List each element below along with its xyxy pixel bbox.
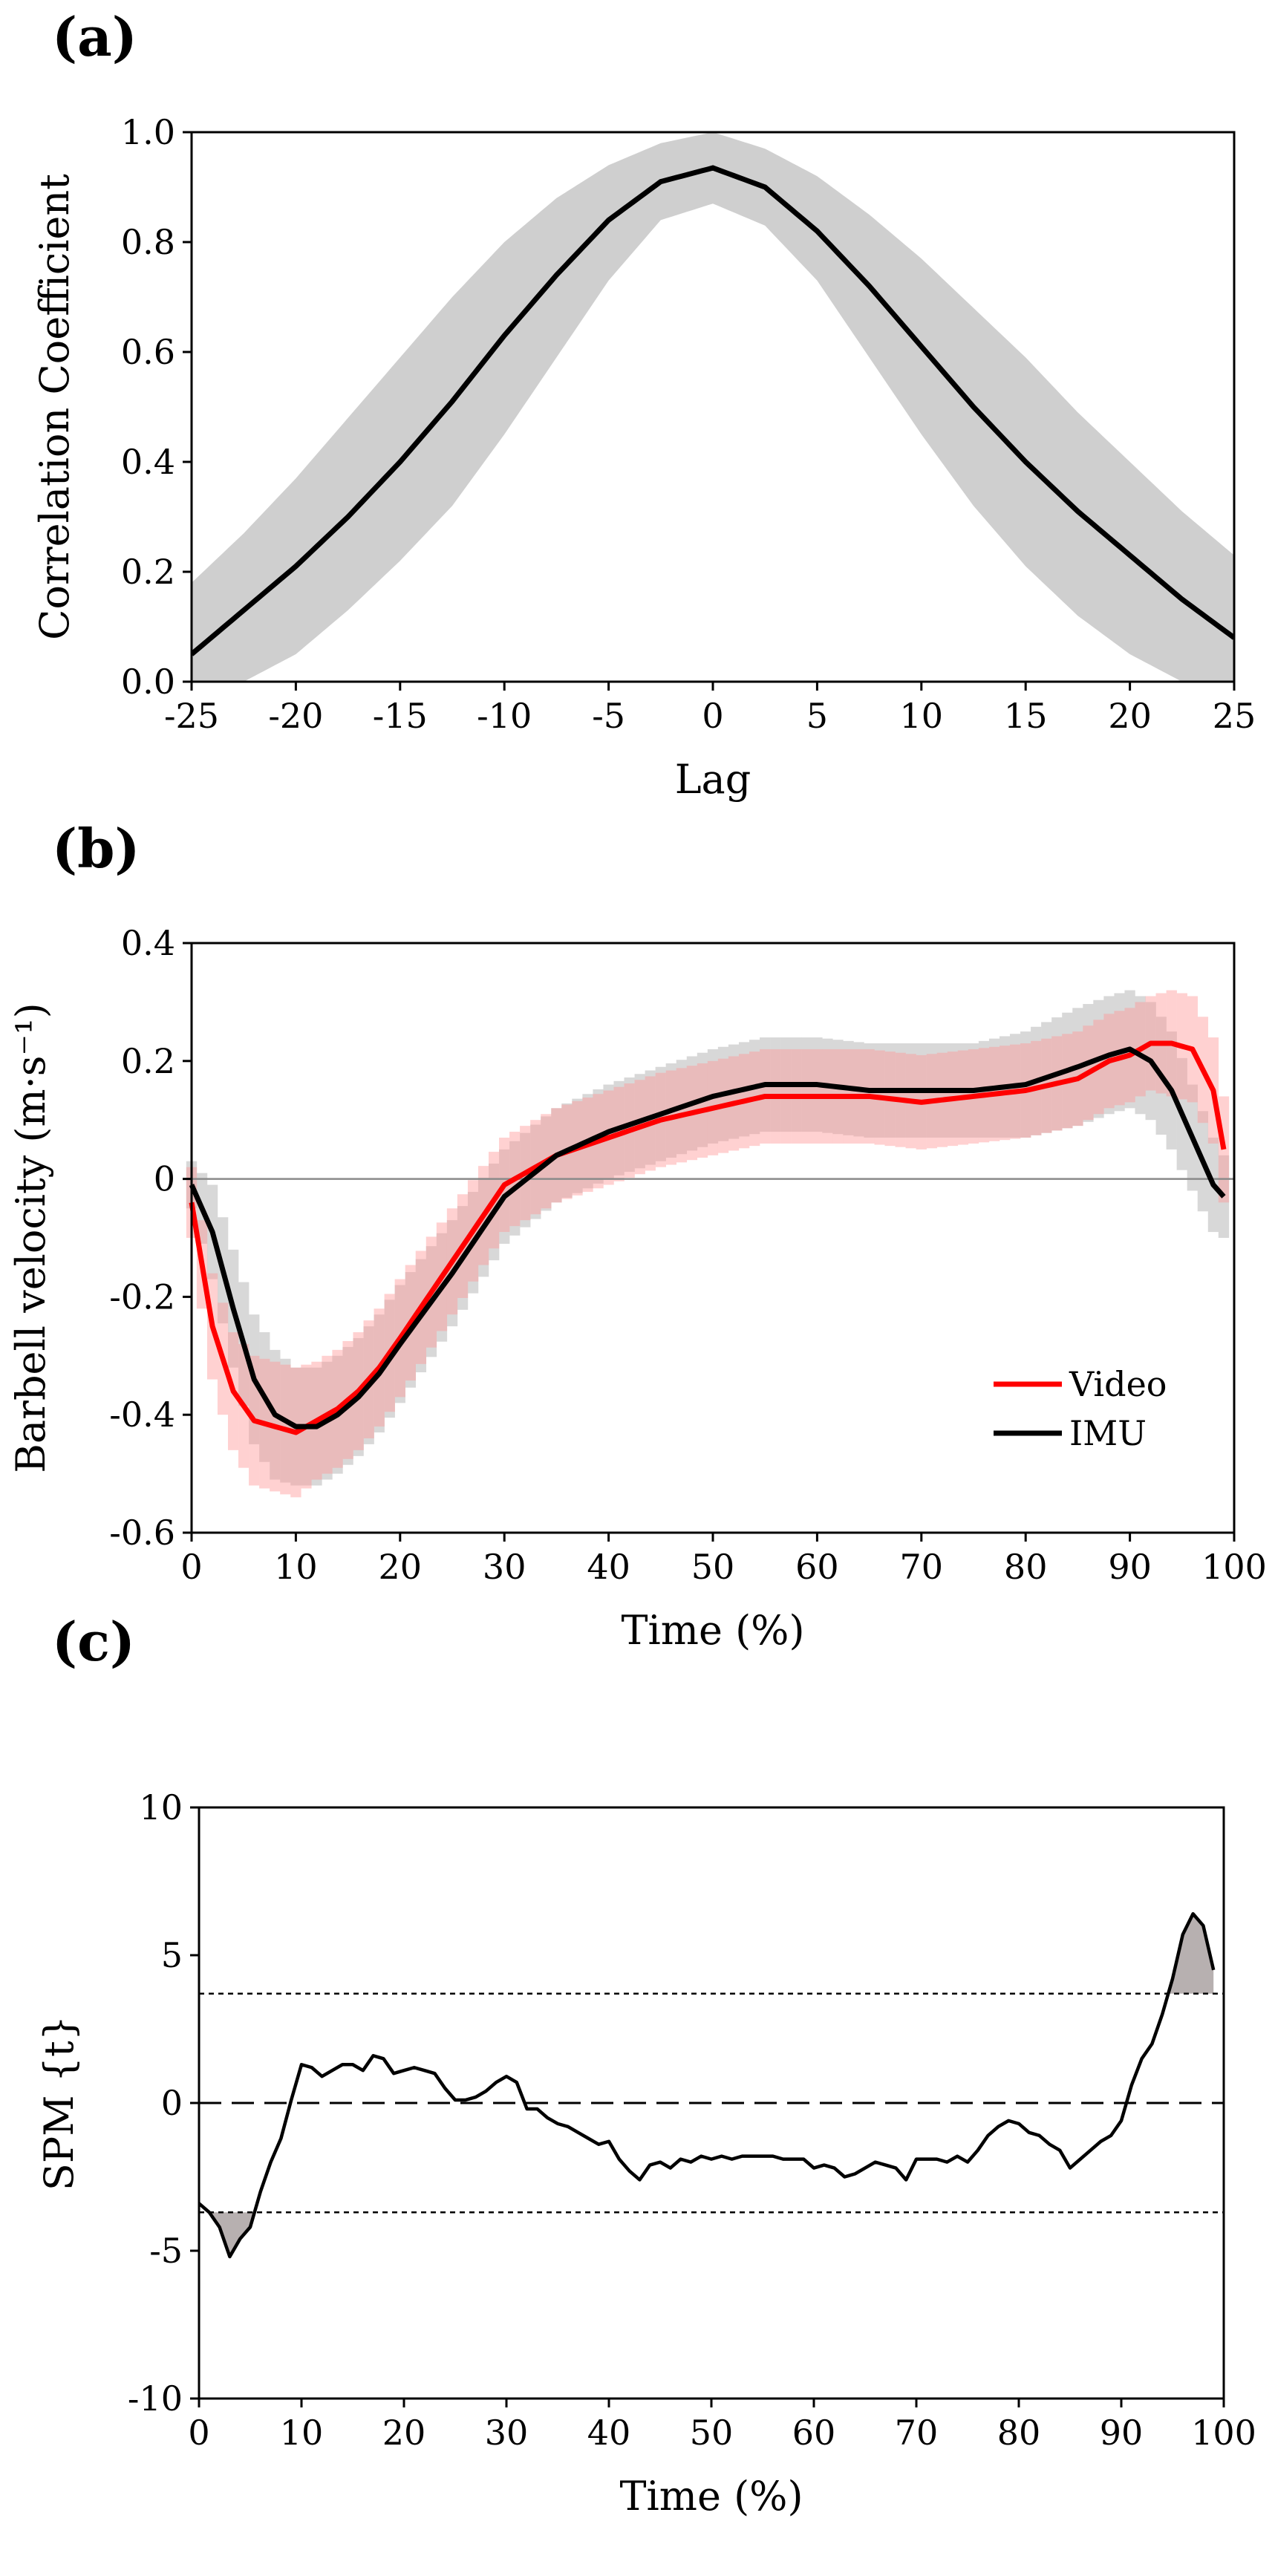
x-tick-label: -25 [164,696,219,736]
y-tick-label: 0.2 [121,1041,175,1081]
x-tick-label: 100 [1191,2413,1256,2453]
y-tick-label: 5 [161,1935,183,1975]
x-tick-label: 0 [702,696,723,736]
y-tick-label: -0.4 [109,1395,175,1435]
imu-series-line [189,1046,1226,1429]
x-tick-label: 100 [1201,1547,1267,1587]
x-tick-label: 10 [280,2413,324,2453]
x-tick-label: 25 [1213,696,1256,736]
x-tick-label: 10 [274,1547,318,1587]
x-tick-label: 40 [587,1547,630,1587]
y-tick-label: -0.6 [109,1513,175,1553]
x-tick-label: 50 [691,1547,735,1587]
y-tick-label: 0.4 [121,442,175,482]
panel-label-a: (a) [52,5,137,68]
x-tick-label: 70 [895,2413,939,2453]
y-tick-label: 10 [139,1787,183,1827]
chart-a: (a) -25 -20 -15 -10 -5 0 5 10 15 20 25 0.0 0.2 0.4 0.6 0… [31,5,1256,803]
y-tick-label: -0.2 [109,1276,175,1317]
legend-label-imu: IMU [1069,1413,1147,1453]
y-axis-title: Barbell velocity (m·s⁻¹) [7,1002,54,1473]
chart-c: (c) 0 10 20 30 40 50 60 70 80 90 100 -10 -5 0 5 10 Time (… [36,1610,1256,2520]
y-tick-label: 0 [154,1159,175,1199]
y-tick-label: 0.0 [121,662,175,702]
x-tick-label: 0 [180,1547,202,1587]
video-series-line [189,1040,1227,1435]
x-tick-label: 15 [1004,696,1048,736]
x-axis-title: Lag [675,756,751,803]
x-tick-label: 10 [900,696,944,736]
x-tick-label: 60 [792,2413,836,2453]
y-axis-title: SPM {t} [36,2015,82,2191]
spm-t-trajectory [198,1912,1216,2259]
x-tick-label: -5 [592,696,625,736]
y-tick-label: 1.0 [121,112,175,152]
y-tick-label: 0 [161,2083,183,2123]
confidence-band [192,132,1234,682]
x-tick-label: -20 [268,696,323,736]
x-tick-label: 40 [587,2413,631,2453]
x-tick-label: 5 [806,696,828,736]
chart-b: (b) 0 10 20 30 40 50 60 70 80 90 100 -0.6 -0.4 -0.2 0 0.… [7,817,1267,1654]
y-tick-label: 0.4 [121,923,175,963]
x-axis-title: Time (%) [619,2473,803,2520]
x-tick-label: 70 [900,1547,944,1587]
x-tick-label: 20 [379,1547,423,1587]
y-tick-label: -10 [128,2378,183,2419]
panel-label-c: (c) [52,1610,135,1673]
y-tick-label: 0.2 [121,552,175,592]
x-tick-label: 30 [485,2413,529,2453]
x-tick-label: 80 [997,2413,1041,2453]
x-tick-label: 60 [795,1547,839,1587]
x-tick-label: -10 [477,696,532,736]
y-tick-label: 0.6 [121,332,175,372]
y-tick-label: -5 [149,2231,183,2271]
supra-threshold-cluster [212,2212,253,2257]
x-tick-label: 50 [690,2413,734,2453]
x-tick-label: 80 [1004,1547,1048,1587]
x-tick-label: -15 [373,696,428,736]
panel-label-b: (b) [52,817,140,880]
x-tick-label: 20 [1108,696,1152,736]
x-axis-title: Time (%) [621,1607,804,1654]
y-axis-title: Correlation Coefficient [31,174,78,640]
x-tick-label: 30 [483,1547,526,1587]
y-tick-label: 0.8 [121,222,175,262]
x-tick-label: 20 [382,2413,426,2453]
x-tick-label: 0 [188,2413,209,2453]
legend: Video IMU [994,1364,1167,1453]
mean-correlation-line [192,165,1234,656]
x-tick-label: 90 [1108,1547,1152,1587]
x-tick-label: 90 [1100,2413,1144,2453]
legend-label-video: Video [1069,1364,1167,1404]
supra-threshold-cluster [1170,1914,1214,1994]
